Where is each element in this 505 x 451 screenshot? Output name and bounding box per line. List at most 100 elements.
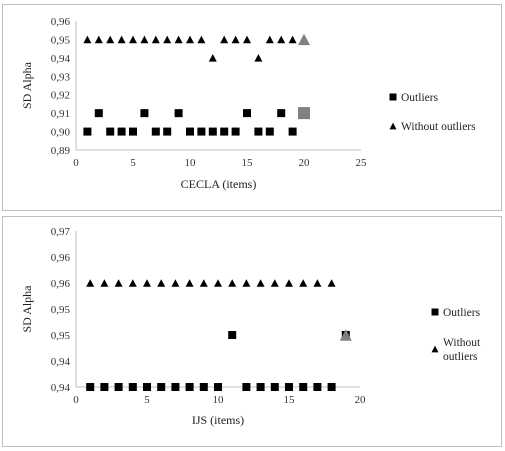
- y-tick-label: 0,95: [51, 34, 71, 46]
- outlier-point: [129, 127, 137, 136]
- outlier-point: [313, 383, 322, 391]
- without-outlier-point: [214, 279, 222, 287]
- outlier-point: [143, 383, 151, 391]
- without-outlier-point: [270, 279, 279, 287]
- outlier-point: [94, 109, 103, 118]
- outlier-point: [327, 383, 336, 391]
- outlier-point: [174, 109, 183, 118]
- x-axis-title: CECLA (items): [181, 177, 257, 191]
- legend-label: Outliers: [443, 307, 481, 319]
- without-outlier-point: [186, 35, 194, 44]
- legend-label: outliers: [443, 351, 478, 363]
- outlier-point: [128, 383, 137, 391]
- without-outlier-point: [163, 35, 172, 44]
- outlier-point: [242, 383, 251, 391]
- outlier-point: [186, 127, 194, 136]
- without-outlier-point: [157, 279, 166, 287]
- without-outlier-point: [151, 35, 160, 44]
- x-tick-label: 15: [284, 394, 296, 406]
- legend-marker: [389, 93, 397, 101]
- legend-marker: [431, 308, 439, 316]
- without-outlier-point: [140, 35, 149, 44]
- without-outlier-point: [117, 35, 126, 44]
- without-outlier-point: [327, 279, 336, 287]
- without-outlier-point: [228, 279, 237, 287]
- outlier-point: [254, 127, 263, 136]
- outlier-point: [185, 383, 194, 391]
- without-outlier-point: [106, 35, 115, 44]
- outlier-point: [199, 383, 208, 391]
- outlier-point: [243, 109, 251, 118]
- legend-label: Without outliers: [401, 121, 476, 133]
- outlier-point: [83, 127, 92, 136]
- x-tick-label: 5: [144, 394, 150, 406]
- without-outlier-point: [174, 35, 183, 44]
- outlier-point: [265, 127, 274, 136]
- y-tick-label: 0,95: [51, 304, 71, 316]
- legend-marker: [389, 122, 397, 130]
- y-axis-title: SD Alpha: [20, 61, 34, 109]
- outlier-point: [106, 127, 115, 136]
- outlier-point: [220, 127, 229, 136]
- outlier-point: [157, 383, 166, 391]
- outlier-point: [208, 127, 217, 136]
- ijs-scatter-chart: 0,970,960,960,950,950,940,940 5 10 15 20IJS …: [20, 226, 481, 427]
- legend-marker: [431, 345, 439, 353]
- without-outlier-point: [256, 279, 265, 287]
- without-outlier-point: [83, 35, 92, 44]
- x-axis-title: IJS (items): [192, 413, 244, 427]
- without-outlier-point: [128, 279, 137, 287]
- outlier-point: [256, 383, 265, 391]
- outlier-point: [299, 383, 308, 391]
- without-outlier-point: [265, 35, 274, 44]
- legend-label: Without: [443, 337, 481, 349]
- x-tick-label: 0: [73, 157, 79, 169]
- y-tick-label: 0,95: [51, 330, 71, 342]
- x-tick-label: 5: [130, 157, 136, 169]
- legend-label: Outliers: [401, 92, 439, 104]
- outlier-point: [214, 383, 222, 391]
- outlier-point: [140, 109, 149, 118]
- without-outlier-point: [242, 279, 251, 287]
- x-tick-label: 20: [355, 394, 367, 406]
- without-outlier-point: [254, 54, 263, 62]
- outlier-point: [270, 383, 279, 391]
- without-outlier-point: [100, 279, 109, 287]
- without-outlier-point: [86, 279, 95, 287]
- y-tick-label: 0,96: [51, 278, 71, 290]
- y-tick-label: 0,94: [51, 53, 71, 65]
- y-tick-label: 0,94: [51, 356, 71, 368]
- x-tick-label: 25: [356, 157, 368, 169]
- y-tick-label: 0,96: [51, 16, 71, 28]
- outlier-point: [100, 383, 109, 391]
- y-tick-label: 0,97: [51, 226, 71, 238]
- without-outlier-point: [243, 35, 251, 44]
- highlight-point: [298, 33, 310, 46]
- outlier-point: [228, 331, 237, 339]
- y-tick-label: 0,89: [51, 145, 71, 157]
- without-outlier-point: [114, 279, 123, 287]
- highlight-point: [339, 329, 352, 341]
- without-outlier-point: [313, 279, 322, 287]
- outlier-point: [277, 109, 286, 118]
- highlight-point: [298, 107, 310, 120]
- y-tick-label: 0,90: [51, 127, 71, 139]
- without-outlier-point: [299, 279, 308, 287]
- without-outlier-point: [197, 35, 206, 44]
- outlier-point: [86, 383, 95, 391]
- cecla-scatter-chart: 0,96 0,95 0,94 0,93 0,92 0,91 0,90 0,890 5 10 15 20…: [20, 16, 476, 191]
- y-tick-label: 0,91: [51, 108, 70, 120]
- y-axis-title: SD Alpha: [20, 285, 34, 333]
- chart-panel-ijs: 0,97 0,96 0,96 0,95 0,95 0,94 0,94 0 5 10 15 20 IJS …: [2, 216, 502, 447]
- x-tick-label: 15: [242, 157, 254, 169]
- y-tick-label: 0,96: [51, 252, 71, 264]
- without-outlier-point: [94, 35, 103, 44]
- x-tick-label: 10: [213, 394, 225, 406]
- without-outlier-point: [220, 35, 229, 44]
- without-outlier-point: [277, 35, 286, 44]
- without-outlier-point: [208, 54, 217, 62]
- y-tick-label: 0,93: [51, 71, 71, 83]
- outlier-point: [151, 127, 160, 136]
- outlier-point: [285, 383, 293, 391]
- without-outlier-point: [285, 279, 293, 287]
